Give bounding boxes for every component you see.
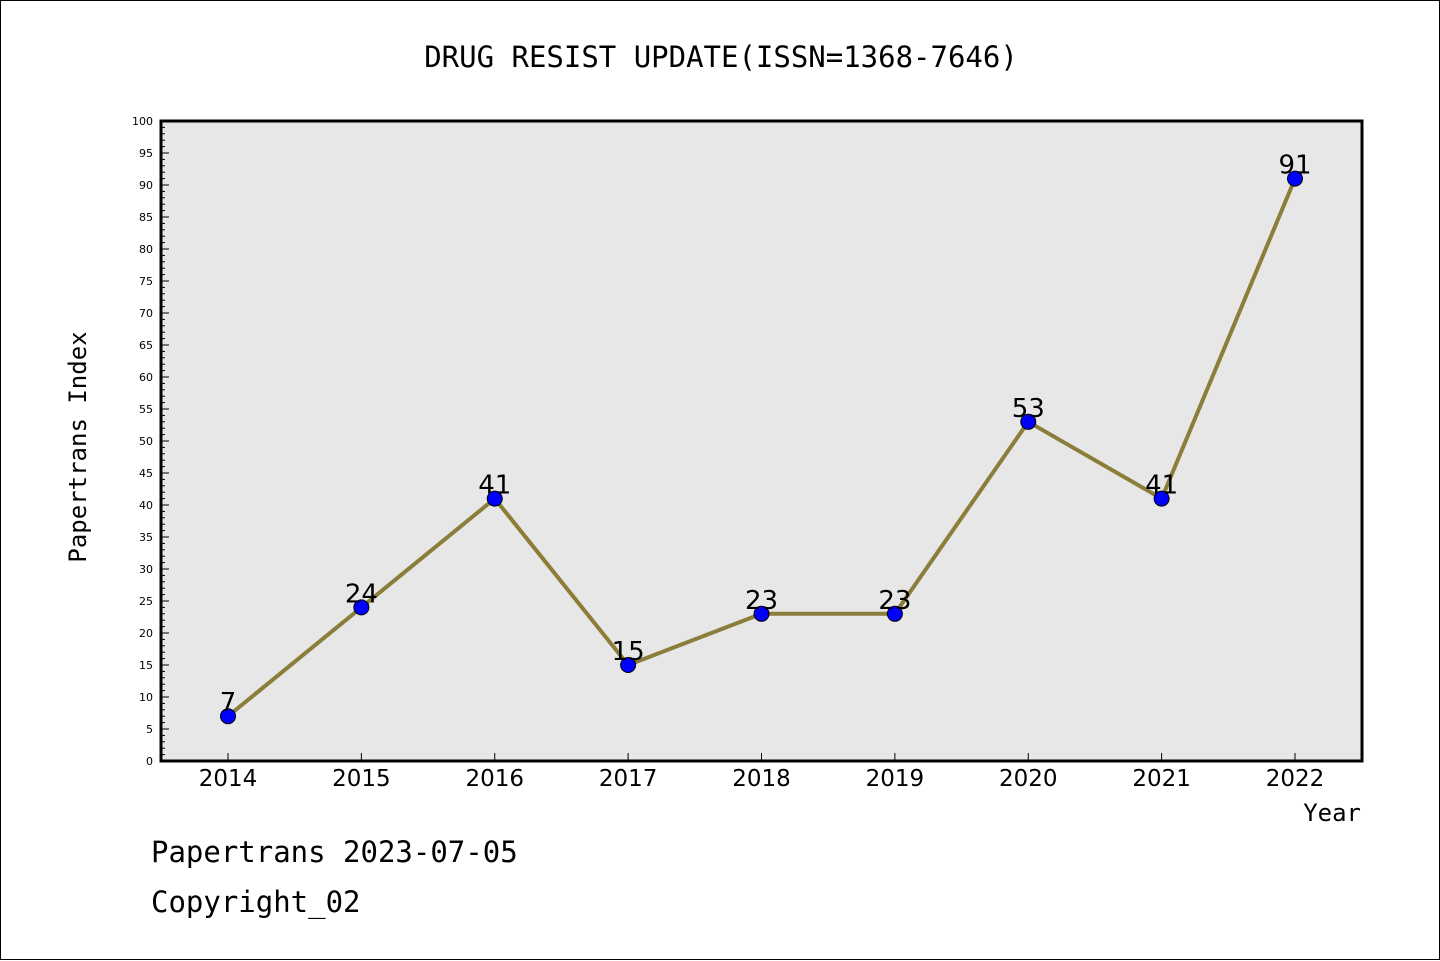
y-tick-label: 50 (139, 435, 153, 448)
data-point (220, 708, 236, 725)
y-axis: 0 5 10 15 20 25 30 35 40 45 50 55 60 65 70 75 80 85 90 95 10… (132, 115, 169, 768)
y-tick-label: 90 (139, 179, 153, 192)
x-tick-label: 2018 (732, 766, 791, 792)
x-tick-label: 2015 (332, 766, 391, 792)
data-label: 7 (220, 688, 237, 718)
y-tick-label: 95 (139, 147, 153, 160)
y-tick-label: 75 (139, 275, 153, 288)
series-layer: 7 24 41 15 23 23 53 41 91 (220, 151, 1312, 725)
x-tick-label: 2020 (999, 766, 1058, 792)
footer-copyright: Copyright_02 (151, 885, 361, 919)
y-tick-label: 100 (132, 115, 153, 128)
y-tick-label: 80 (139, 243, 153, 256)
x-axis-label: Year (1303, 799, 1361, 827)
plot-area (159, 119, 1364, 763)
y-tick-label: 15 (139, 659, 153, 672)
data-point (1153, 490, 1170, 507)
y-tick-label: 25 (139, 595, 153, 608)
data-label: 53 (1012, 394, 1045, 424)
data-point (486, 490, 503, 507)
data-point (1020, 413, 1037, 430)
data-label: 41 (1145, 471, 1178, 501)
x-axis: 2014 2015 2016 2017 2018 2019 2020 2021 2022 (199, 753, 1325, 792)
data-label: 41 (478, 471, 511, 501)
y-tick-label: 10 (139, 691, 153, 704)
data-label: 23 (745, 586, 778, 616)
y-tick-label: 35 (139, 531, 153, 544)
y-tick-label: 45 (139, 467, 153, 480)
x-tick-label: 2017 (599, 766, 658, 792)
y-tick-label: 40 (139, 499, 153, 512)
y-axis-label: Papertrans Index (64, 331, 92, 562)
chart-title: DRUG RESIST UPDATE(ISSN=1368-7646) (424, 40, 1018, 74)
data-label: 15 (612, 637, 645, 667)
x-tick-label: 2019 (866, 766, 925, 792)
data-label: 91 (1278, 151, 1311, 181)
x-tick-label: 2014 (199, 766, 258, 792)
data-label: 24 (345, 579, 378, 609)
data-point (886, 605, 903, 622)
data-point (1287, 170, 1303, 187)
footer-date: Papertrans 2023-07-05 (151, 835, 518, 869)
y-tick-label: 20 (139, 627, 153, 640)
y-tick-label: 5 (146, 723, 153, 736)
y-tick-label: 30 (139, 563, 153, 576)
x-tick-label: 2021 (1132, 766, 1191, 792)
y-tick-label: 65 (139, 339, 153, 352)
y-tick-label: 60 (139, 371, 153, 384)
x-tick-label: 2016 (465, 766, 524, 792)
y-tick-label: 70 (139, 307, 153, 320)
data-point (620, 657, 637, 673)
y-tick-label: 55 (139, 403, 153, 416)
y-tick-label: 85 (139, 211, 153, 224)
data-point (753, 605, 770, 622)
y-tick-label: 0 (146, 755, 153, 768)
x-tick-label: 2022 (1266, 766, 1325, 792)
data-label: 23 (878, 586, 911, 616)
data-point (353, 599, 370, 616)
